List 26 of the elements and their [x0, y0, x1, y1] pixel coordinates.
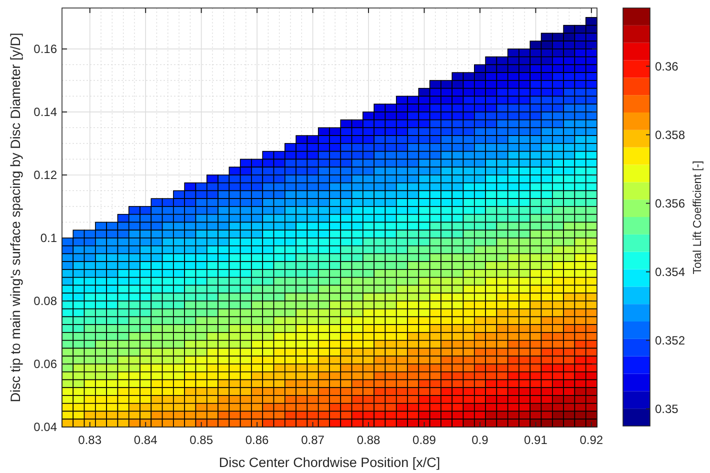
color-bar-label: 0.354 [655, 265, 686, 280]
x-tick-label: 0.89 [412, 433, 436, 447]
color-bar-label: 0.356 [655, 196, 686, 210]
x-axis-title: Disc Center Chordwise Position [x/C] [218, 455, 440, 470]
color-bar-label: 0.35 [655, 402, 679, 416]
x-tick-label: 0.86 [245, 433, 270, 447]
x-tick-label: 0.85 [190, 433, 214, 447]
y-axis-title: Disc tip to main wing's surface spacing by Disc Diameter [y/D] [8, 32, 23, 402]
y-tick-label: 0.16 [34, 42, 58, 56]
y-tick-label: 0.14 [34, 105, 58, 120]
color-bar-label: 0.352 [655, 334, 686, 348]
x-tick-label: 0.84 [134, 433, 158, 447]
x-tick-label: 0.92 [580, 433, 604, 447]
x-tick-label: 0.88 [356, 433, 381, 447]
color-bar-label: 0.358 [655, 128, 686, 142]
x-tick-label: 0.91 [524, 433, 548, 447]
y-tick-label: 0.1 [40, 231, 58, 246]
color-bar-label: 0.36 [655, 59, 679, 74]
x-tick-label: 0.9 [472, 433, 489, 447]
x-tick-label: 0.87 [301, 433, 325, 447]
y-tick-label: 0.04 [34, 420, 58, 434]
color-bar-title: Total Lift Coefficient [-] [692, 160, 704, 274]
y-tick-label: 0.06 [34, 357, 58, 372]
y-tick-label: 0.12 [34, 168, 58, 182]
y-tick-label: 0.08 [34, 294, 58, 308]
x-tick-label: 0.83 [78, 433, 102, 447]
